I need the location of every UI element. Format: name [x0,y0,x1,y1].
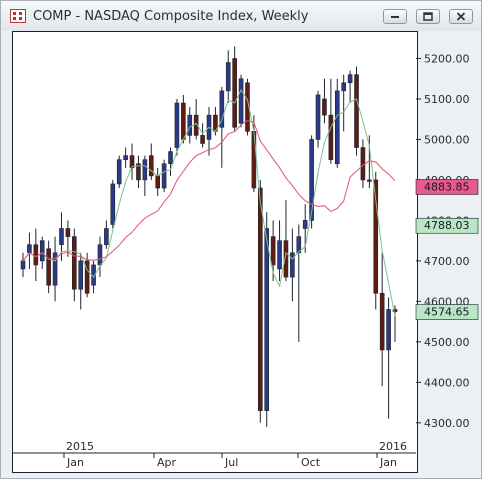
candle-body [341,82,346,92]
price-tag [415,179,479,195]
candle-body [264,228,270,411]
candle-body [46,248,51,286]
y-tick-label: 5100.00 [424,93,470,106]
candle-body [302,220,308,229]
candle-body [322,98,327,116]
candle-body [161,163,167,189]
candle-body [200,135,205,144]
candle-body [84,260,90,294]
maximize-icon [423,12,433,21]
candle-body [136,163,141,181]
candle-body [181,102,186,140]
candle-body [193,114,199,136]
candle-body [78,260,84,290]
close-button[interactable] [449,9,473,24]
y-tick-label: 4400.00 [424,376,470,389]
candle-body [33,244,39,266]
candle-body [123,155,128,160]
price-tag-label: 4574.65 [424,306,470,319]
candle-body [27,244,32,254]
maximize-button[interactable] [416,9,440,24]
candle-body [373,179,379,294]
candle-body [283,240,289,278]
window-title: COMP - NASDAQ Composite Index, Weekly [33,9,309,24]
candle-body [251,131,257,189]
minimize-icon [391,16,399,18]
price-tag-label: 4788.03 [424,219,470,232]
chart-app-icon [10,9,26,23]
price-tag [415,304,479,320]
y-tick-label: 5000.00 [424,133,470,146]
candle-body [354,74,359,148]
candle-body [309,139,314,221]
candle-body [129,155,135,169]
chart-area[interactable]: 5200.005100.005000.004900.004800.004700.… [11,30,479,473]
candle-body [315,94,321,140]
candle-body [290,252,295,278]
candle-body [187,114,193,136]
candle-body [174,102,180,148]
minimize-button[interactable] [383,9,407,24]
candle-body [379,292,385,351]
candle-body [347,74,353,84]
candle-body [59,228,64,245]
candle-body [39,240,45,262]
candle-body [232,58,237,128]
sma-slow-line [22,120,396,262]
candle-body [20,260,26,270]
x-tick-label: Jul [224,456,238,469]
candle-body [52,252,58,286]
y-tick-label: 5200.00 [424,52,470,65]
price-chart[interactable]: 5200.005100.005000.004900.004800.004700.… [11,30,479,473]
plot-background [12,31,418,473]
title-bar[interactable]: COMP - NASDAQ Composite Index, Weekly [1,1,481,31]
year-label: 2015 [66,440,94,453]
candle-body [142,159,148,181]
candle-body [72,236,77,290]
candle-body [392,309,398,312]
candle-body [367,179,372,182]
x-tick-label: Oct [301,456,321,469]
x-tick-label: Jan [66,456,84,469]
candle-body [104,228,109,245]
x-tick-label: Apr [157,456,177,469]
candle-body [225,62,231,92]
candle-body [65,228,71,237]
candle-body [97,244,103,266]
x-tick-label: Jan [379,456,397,469]
candle-body [148,155,154,177]
candle-body [277,240,282,270]
close-icon [456,12,466,21]
year-label: 2016 [379,440,407,453]
y-tick-label: 4300.00 [424,417,470,430]
candle-body [168,151,173,165]
price-tag [415,217,479,234]
candle-body [386,309,391,351]
candle-body [155,175,160,189]
price-tag-label: 4883.85 [424,180,470,193]
candle-body [238,78,244,124]
candle-body [219,90,225,128]
candle-body [258,187,263,411]
candle-body [334,90,340,165]
candle-body [245,82,250,132]
candle-body [270,236,276,266]
y-tick-label: 4700.00 [424,255,470,268]
candle-body [110,183,116,225]
candle-body [328,114,334,160]
candle-body [296,236,302,254]
y-tick-label: 4500.00 [424,336,470,349]
sma-fast-line [22,88,396,317]
candle-body [116,159,122,185]
